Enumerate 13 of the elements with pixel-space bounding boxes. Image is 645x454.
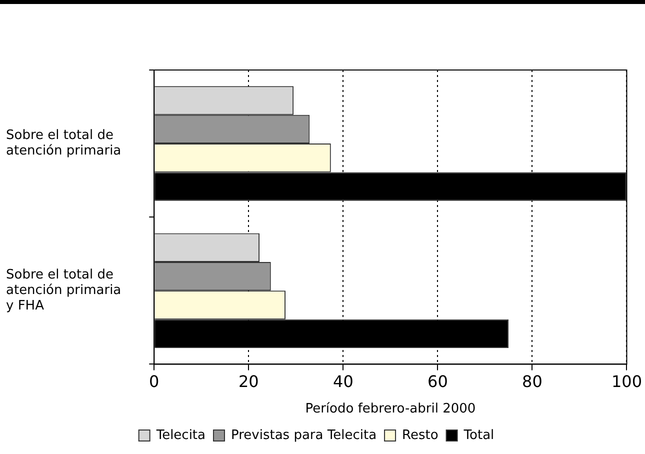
legend-label: Previstas para Telecita	[230, 428, 377, 443]
y-tick-label: Sobre el total de atención primaria	[6, 128, 122, 159]
x-tick-label: 80	[522, 372, 542, 391]
x-tick-label: 0	[149, 372, 160, 391]
x-tick-label: 100	[611, 372, 642, 391]
legend-label: Total	[462, 428, 494, 443]
x-axis-title: Período febrero-abril 2000	[305, 402, 476, 417]
x-tick-label: 20	[238, 372, 259, 391]
legend-label: Resto	[402, 428, 438, 443]
x-tick-label: 60	[428, 372, 448, 391]
y-tick-label: Sobre el total de atención primaria y FHA	[6, 267, 122, 314]
legend-label: Telecita	[155, 428, 206, 443]
x-tick-label: 40	[333, 372, 354, 391]
